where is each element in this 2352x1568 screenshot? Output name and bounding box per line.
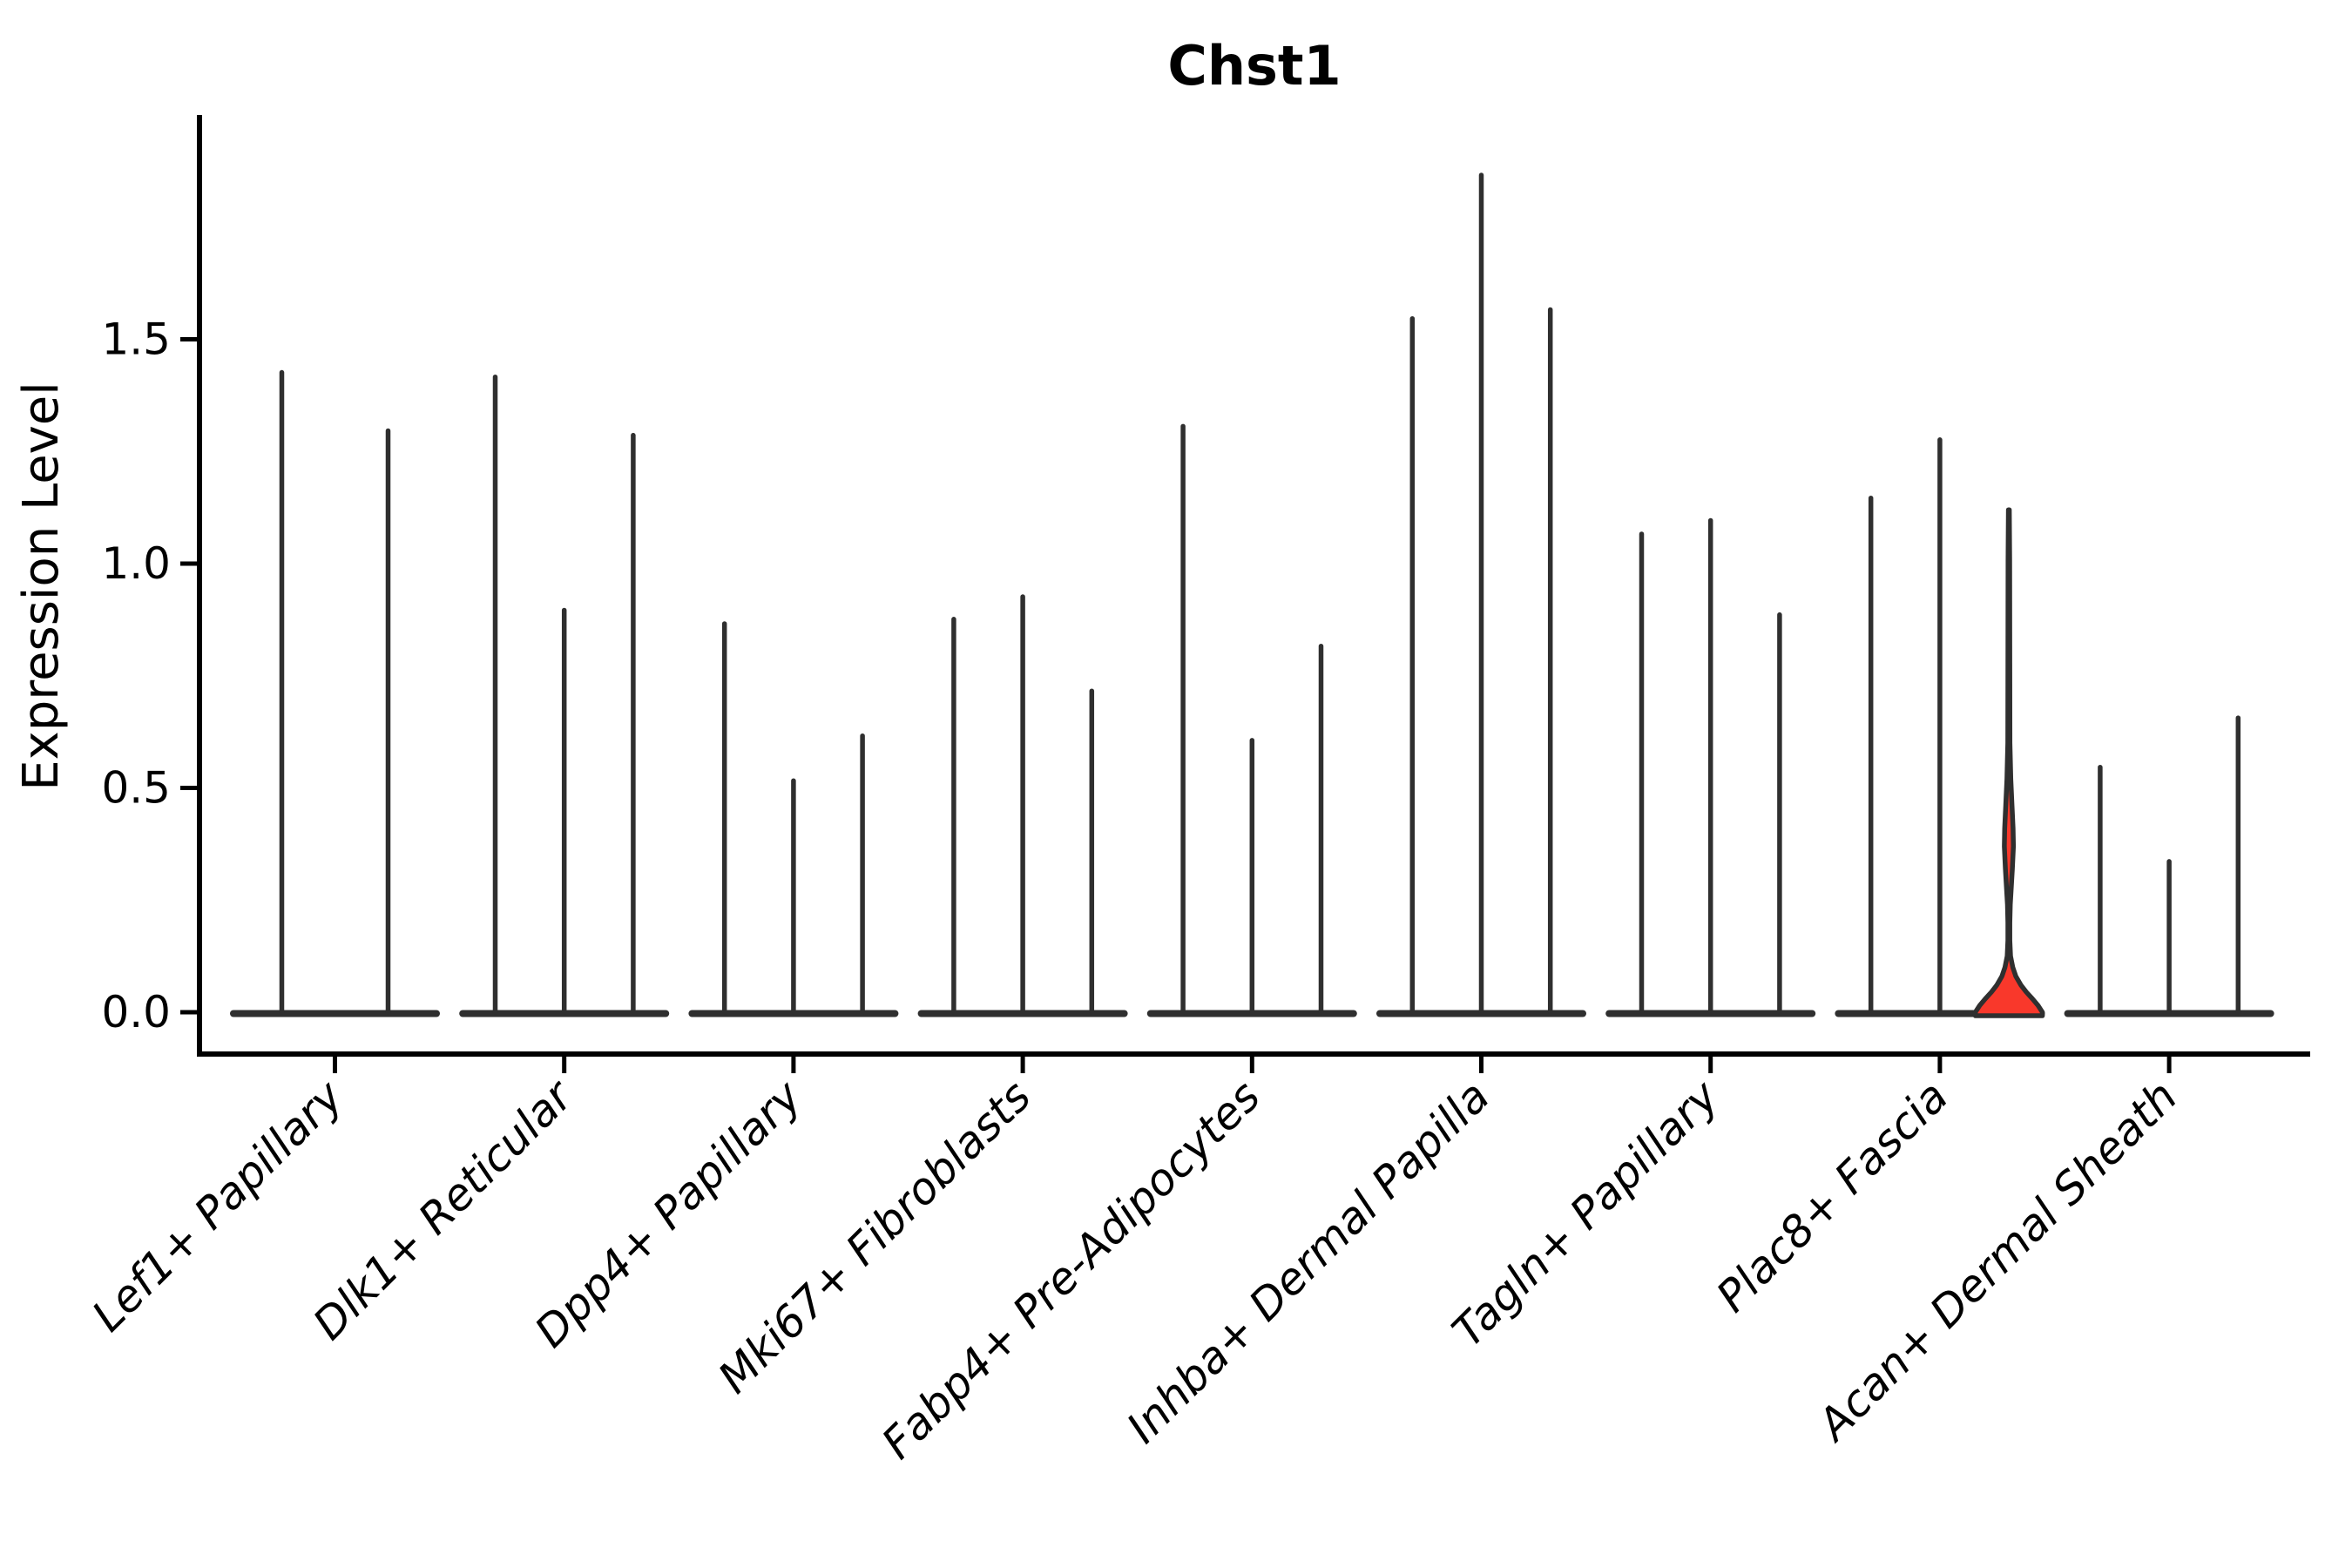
x-tick-label: Fabp4+ Pre-Adipocytes (872, 1071, 1270, 1469)
violin-stems-layer (279, 172, 2241, 1015)
x-tick-label: Acan+ Dermal Sheath (1807, 1071, 2187, 1451)
y-tick-label: 1.5 (101, 314, 171, 365)
chart-title: Chst1 (1167, 34, 1341, 98)
highlighted-violin (1972, 507, 2045, 1018)
x-tick-label: Plac8+ Fascia (1707, 1071, 1957, 1321)
x-tick-label: Inhba+ Dermal Papilla (1118, 1071, 1499, 1452)
x-tick-label: Lef1+ Papillary (83, 1070, 354, 1341)
highlighted-violin-layer (1972, 507, 2045, 1018)
y-tick-label: 0.5 (101, 763, 171, 814)
y-axis-label: Expression Level (13, 382, 70, 791)
y-tick-label: 1.0 (101, 538, 171, 589)
violin-base-band (230, 1010, 440, 1017)
y-tick-label: 0.0 (101, 987, 171, 1037)
y-axis-ticks-layer: 0.0 0.5 1.0 1.5 (101, 314, 197, 1037)
